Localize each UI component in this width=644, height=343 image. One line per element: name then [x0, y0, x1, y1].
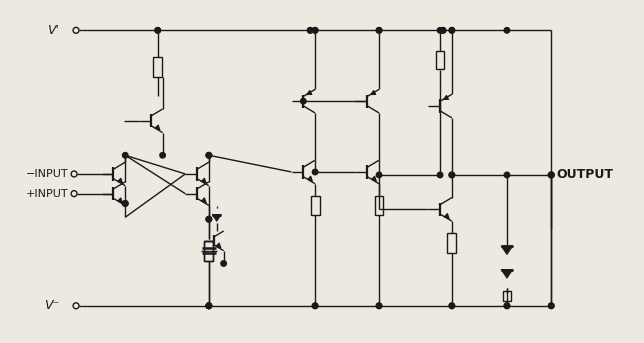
Circle shape: [549, 303, 554, 309]
Circle shape: [376, 172, 382, 178]
Circle shape: [437, 172, 443, 178]
Text: −INPUT: −INPUT: [26, 169, 68, 179]
Circle shape: [504, 27, 509, 33]
Circle shape: [549, 303, 554, 309]
Polygon shape: [501, 246, 513, 255]
Circle shape: [122, 153, 128, 158]
Circle shape: [206, 303, 212, 309]
Polygon shape: [212, 215, 222, 222]
Bar: [375, 196, 383, 215]
Circle shape: [206, 216, 212, 222]
Circle shape: [449, 172, 455, 178]
Circle shape: [160, 153, 166, 158]
Circle shape: [206, 303, 212, 309]
Circle shape: [449, 27, 455, 33]
Circle shape: [504, 303, 509, 309]
Circle shape: [155, 27, 160, 33]
Bar: [310, 196, 319, 215]
Circle shape: [122, 201, 128, 206]
Circle shape: [504, 303, 509, 309]
Text: V': V': [48, 24, 59, 37]
Text: V⁻: V⁻: [44, 299, 59, 312]
Circle shape: [312, 169, 318, 175]
Circle shape: [221, 261, 227, 266]
Circle shape: [437, 27, 443, 33]
Circle shape: [449, 303, 455, 309]
Circle shape: [449, 27, 455, 33]
Circle shape: [122, 201, 128, 206]
Bar: [448, 233, 457, 253]
Circle shape: [376, 27, 382, 33]
Circle shape: [312, 27, 318, 33]
Polygon shape: [501, 270, 513, 278]
Circle shape: [206, 303, 212, 309]
Circle shape: [376, 27, 382, 33]
Circle shape: [504, 172, 509, 178]
Text: OUTPUT: OUTPUT: [556, 168, 613, 181]
Circle shape: [312, 303, 318, 309]
Bar: [435, 51, 444, 69]
Bar: [153, 57, 162, 76]
Bar: [204, 241, 213, 261]
Circle shape: [312, 27, 318, 33]
Circle shape: [307, 27, 313, 33]
Circle shape: [440, 27, 446, 33]
Circle shape: [206, 153, 212, 158]
Circle shape: [449, 303, 455, 309]
Circle shape: [449, 172, 455, 178]
Text: +INPUT: +INPUT: [26, 189, 68, 199]
Circle shape: [206, 153, 212, 158]
Circle shape: [206, 216, 212, 222]
Circle shape: [312, 303, 318, 309]
Circle shape: [440, 27, 446, 33]
Circle shape: [301, 98, 306, 104]
Circle shape: [155, 27, 160, 33]
Circle shape: [206, 303, 212, 309]
Bar: [502, 291, 511, 301]
Circle shape: [376, 303, 382, 309]
Circle shape: [376, 303, 382, 309]
Bar: [204, 241, 213, 261]
Circle shape: [549, 172, 554, 178]
Circle shape: [307, 27, 313, 33]
